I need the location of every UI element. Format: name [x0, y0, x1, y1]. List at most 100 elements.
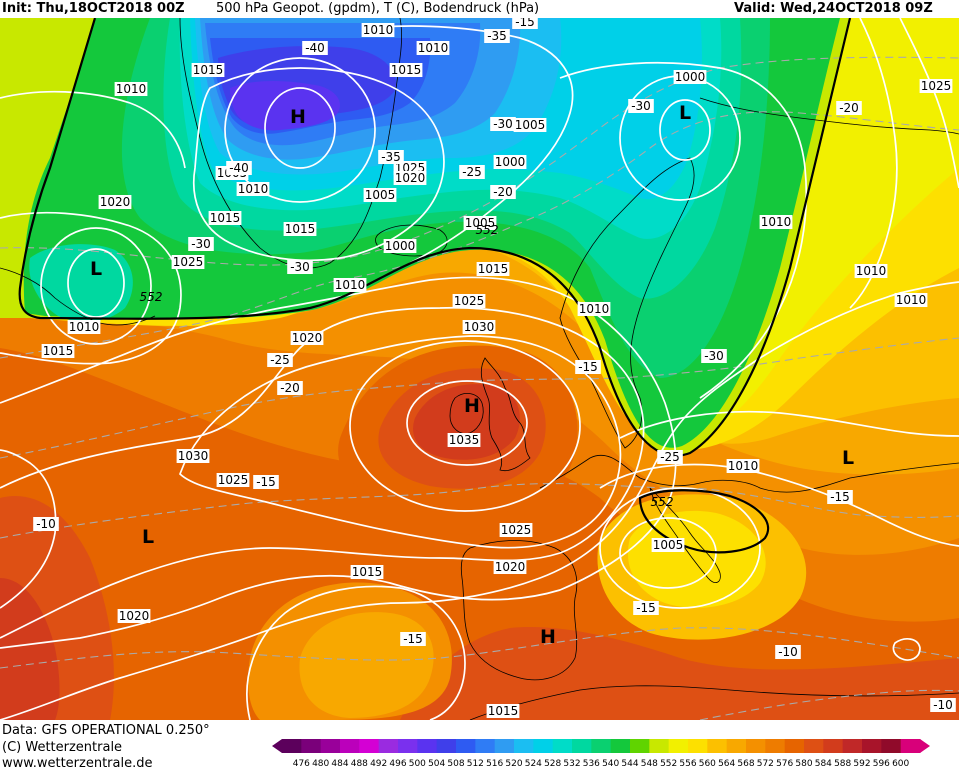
isobar-label: 1010	[759, 215, 793, 229]
isotherm-label-box	[701, 349, 727, 363]
legend-swatch	[707, 739, 728, 753]
high-pressure-center: H	[290, 106, 306, 128]
website-text: www.wetterzentrale.de	[2, 756, 153, 771]
isotherm	[0, 483, 959, 539]
isotherm-label: -25	[267, 353, 293, 367]
legend-arrow-high	[920, 739, 930, 753]
data-source-text: Data: GFS OPERATIONAL 0.250°	[2, 723, 210, 738]
isobar-label-box	[447, 433, 481, 447]
isobar-label-box	[854, 264, 888, 278]
isobar-label-box	[67, 320, 101, 334]
isobar-label-text: 1000	[385, 239, 416, 253]
product-title: 500 hPa Geopot. (gpdm), T (C), Bodendruc…	[216, 1, 540, 16]
isobar-label-text: 1015	[210, 211, 241, 225]
legend-tick-label: 544	[621, 759, 638, 769]
legend-tick-label: 484	[331, 759, 348, 769]
coastline-italy	[649, 486, 721, 583]
isotherm-label-box	[33, 517, 59, 531]
isobar-label-box	[208, 211, 242, 225]
temperature-isotherms	[0, 56, 959, 720]
isobar	[659, 99, 711, 161]
legend-tick-label: 480	[312, 759, 329, 769]
isobar-label: 1025	[919, 79, 953, 93]
legend-swatch	[514, 739, 534, 753]
isobar-label-box	[283, 222, 317, 236]
isotherm-label-text: -40	[229, 161, 249, 175]
isobar-label: 1000	[493, 155, 527, 169]
isotherm	[0, 627, 959, 669]
coastline-scandinavia	[559, 157, 695, 449]
isotherm-label: -30	[490, 117, 516, 131]
isotherm-label-box	[226, 161, 252, 175]
legend-tick-label: 520	[505, 759, 522, 769]
isobar-label-text: 1005	[365, 188, 396, 202]
legend-swatch	[881, 739, 902, 753]
legend-swatch	[726, 739, 747, 753]
isobar-label: 1015	[389, 63, 423, 77]
legend-swatch	[436, 739, 457, 753]
isobar	[599, 463, 959, 547]
color-legend: 476 480 484 488 492 496 500 504 508 512 516 520 524 5…	[272, 739, 930, 769]
isobar-label: 1015	[208, 211, 242, 225]
legend-tick-label: 548	[641, 759, 658, 769]
band-588-high	[413, 384, 520, 460]
isobar-label: 1030	[462, 320, 496, 334]
isotherm-label-text: -35	[487, 29, 507, 43]
isobar-label: 1020	[117, 609, 151, 623]
isobar	[0, 211, 182, 365]
isobar-label: 1015	[41, 344, 75, 358]
legend-tick-label: 532	[563, 759, 580, 769]
isotherm-label: -35	[484, 29, 510, 43]
legend-tick-label: 492	[370, 759, 387, 769]
isobar-label: 1020	[290, 331, 324, 345]
isobar-label-box	[416, 41, 450, 55]
legend-swatch	[900, 739, 921, 753]
legend-tick-label: 568	[737, 759, 754, 769]
isobar	[0, 90, 186, 169]
isotherm-label: -30	[628, 99, 654, 113]
isobar-label-text: 1035	[449, 433, 480, 447]
copyright-text: (C) Wetterzentrale	[2, 740, 123, 755]
isotherm	[0, 56, 959, 266]
isobar-label-box	[726, 459, 760, 473]
isotherm-label: -10	[775, 645, 801, 659]
isobar	[849, 18, 898, 309]
isotherm-label: -30	[287, 260, 313, 274]
isobar-label-box	[117, 609, 151, 623]
isotherm-label-text: -10	[778, 645, 798, 659]
isobar-label-text: 1010	[335, 278, 366, 292]
legend-swatch	[533, 739, 554, 753]
isobar-label-box	[361, 23, 395, 37]
isobar-label: 1010	[361, 23, 395, 37]
isotherm-label: -15	[827, 490, 853, 504]
high-pressure-center: H	[464, 395, 480, 417]
isobar-label-box	[176, 449, 210, 463]
legend-swatch	[552, 739, 573, 753]
isobar	[192, 67, 445, 262]
isobar-label-box	[462, 320, 496, 334]
isobar-label-box	[759, 215, 793, 229]
isobar-label-box	[216, 473, 250, 487]
isotherm-label: -40	[302, 41, 328, 55]
isobar-label-text: 1010	[856, 264, 887, 278]
isotherm-label: -20	[277, 381, 303, 395]
isobar	[246, 585, 466, 720]
isobar	[40, 227, 152, 345]
contour-552-line	[18, 18, 852, 457]
legend-swatch	[823, 739, 844, 753]
legend-swatch	[572, 739, 592, 753]
legend-tick-label: 584	[815, 759, 832, 769]
isobar-label-text: 1005	[515, 118, 546, 132]
legend-swatch	[494, 739, 515, 753]
isotherm-label-text: -30	[493, 117, 513, 131]
legend-tick-label: 476	[293, 759, 310, 769]
isobar-label: 1015	[486, 704, 520, 718]
isotherm-label-box	[188, 237, 214, 251]
isotherm-label-box	[628, 99, 654, 113]
band-508-west-low	[29, 244, 133, 322]
legend-swatch	[610, 739, 631, 753]
isobar	[559, 61, 808, 399]
contour-552-label: 552	[476, 223, 499, 237]
legend-swatch	[340, 739, 360, 753]
isobar-label-box	[98, 195, 132, 209]
